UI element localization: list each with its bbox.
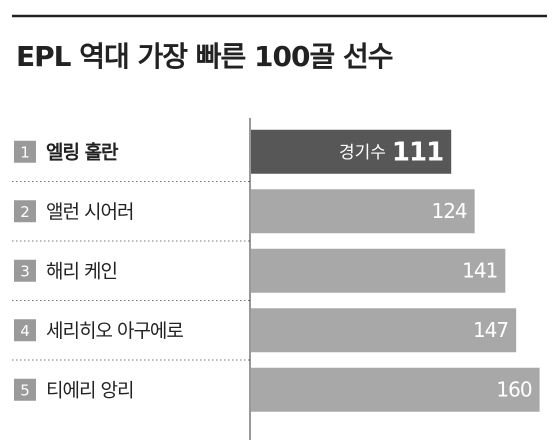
rank-box — [14, 259, 36, 282]
rank-box — [14, 140, 36, 163]
rank-box — [14, 319, 36, 342]
rank-label: 4 — [20, 322, 30, 340]
bar — [251, 189, 475, 234]
value-label: 124 — [431, 199, 466, 223]
category-label: 앨런 시어러 — [46, 201, 133, 223]
bar — [251, 129, 452, 174]
category-label: 세리히오 아구에로 — [46, 320, 183, 342]
category-label: 티에리 앙리 — [46, 379, 133, 401]
rank-label: 5 — [20, 381, 30, 399]
value-label: 160 — [496, 377, 531, 401]
rank-box — [14, 200, 36, 223]
bar — [251, 367, 540, 412]
rank-label: 3 — [20, 262, 30, 280]
bar — [251, 248, 506, 293]
value-label: 111 — [392, 137, 443, 167]
rank-label: 1 — [20, 143, 30, 161]
value-label: 141 — [462, 258, 497, 282]
value-label: 147 — [473, 318, 508, 342]
category-label: 엘링 홀란 — [46, 140, 119, 163]
category-label: 해리 케인 — [46, 260, 117, 282]
chart-title: EPL 역대 가장 빠른 100골 선수 — [16, 40, 393, 73]
axis-label: 경기수 — [339, 143, 386, 163]
rank-box — [14, 378, 36, 401]
rank-label: 2 — [20, 203, 30, 221]
bar — [251, 308, 517, 353]
